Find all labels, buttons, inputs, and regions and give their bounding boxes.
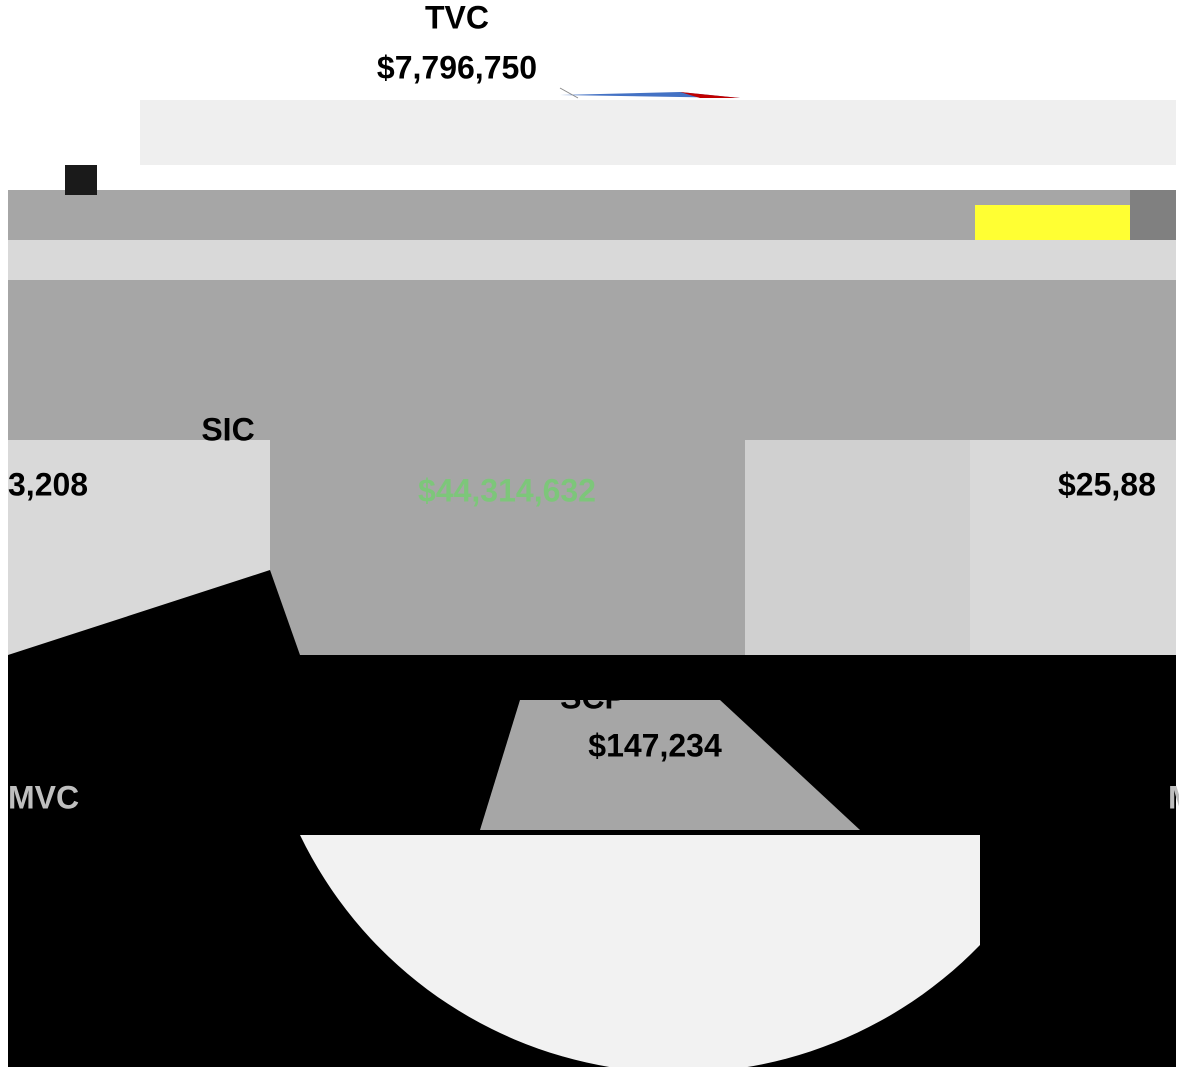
label-name: M <box>1168 779 1179 815</box>
label-value: $7,796,750 <box>377 49 537 85</box>
label-name: SCP <box>560 679 626 715</box>
light-band <box>8 240 1176 280</box>
page: TVC $7,796,750 SIC 3,208 $44,314,632 $25… <box>0 0 1179 1067</box>
screenshot: TVC $7,796,750 SIC 3,208 $44,314,632 $25… <box>0 0 1179 1067</box>
label-name: MVC <box>8 779 79 815</box>
light-strip <box>140 100 1176 165</box>
dark-block <box>65 165 97 195</box>
label-name: TVC <box>425 0 489 35</box>
grey-block <box>1130 190 1176 240</box>
label-name: SIC <box>201 411 254 447</box>
label-value: $25,88 <box>1058 466 1156 502</box>
label-value: $147,234 <box>588 727 722 763</box>
yellow-block <box>975 205 1130 243</box>
label-value: 3,208 <box>8 466 88 502</box>
pale-panel <box>745 440 970 655</box>
label-value: $44,314,632 <box>418 472 596 508</box>
